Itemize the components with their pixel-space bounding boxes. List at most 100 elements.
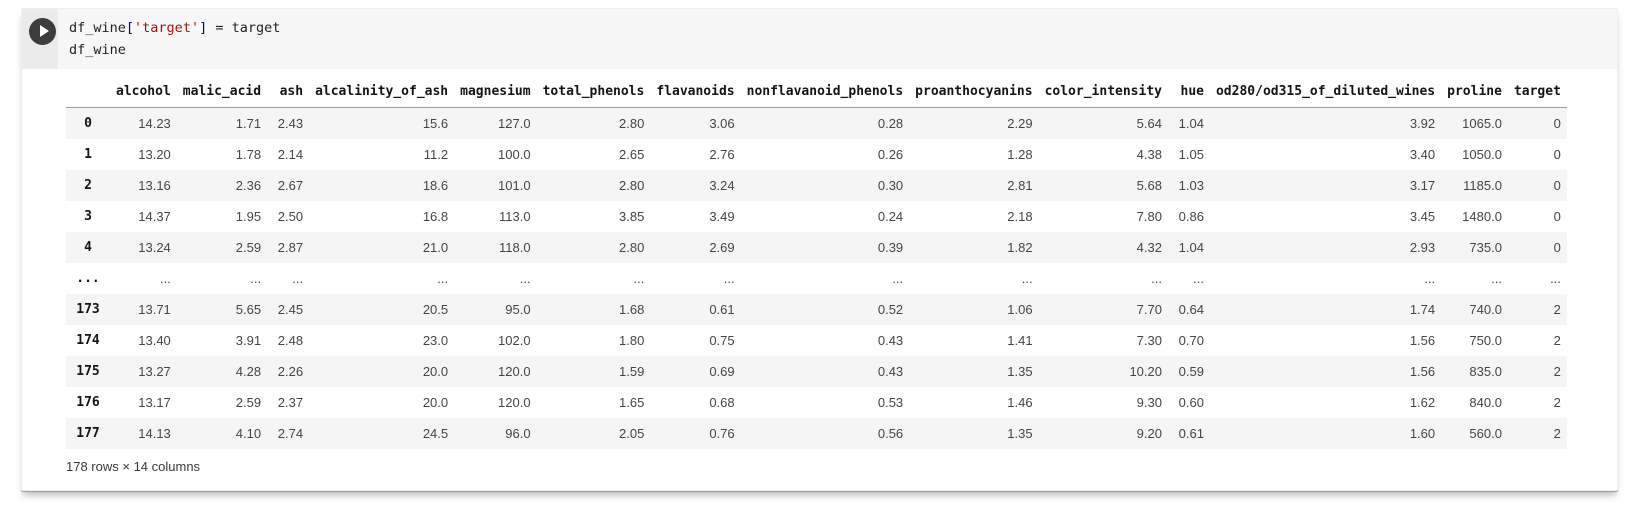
table-cell: 7.80 [1136,209,1162,224]
code-editor[interactable]: df_wine['target'] = target df_wine [58,9,280,69]
table-cell: 1.60 [1409,426,1436,441]
table-cell: 835.0 [1469,364,1502,379]
table-cell: 2.87 [277,240,304,255]
table-cell: ... [519,271,531,286]
table-cell: 1.74 [1409,302,1436,317]
row-index: 2 [84,178,92,193]
table-row: 176 13.17 2.59 2.37 20.0 120.0 1.65 0.68 0.53 1.4… [66,387,1567,418]
table-cell: 2 [1553,364,1561,379]
table-cell: 5.65 [235,302,262,317]
code-line-2: df_wine [69,42,126,58]
table-cell: 1.28 [1007,147,1033,162]
table-cell: 4.10 [235,426,262,441]
table-row: 1 13.20 1.78 2.14 11.2 100.0 2.65 2.76 0.26 1.28 4… [66,139,1567,170]
table-cell: 13.27 [138,364,171,379]
row-index: 177 [76,426,100,441]
table-cell: ... [250,271,262,286]
table-cell: 127.0 [498,116,531,131]
table-cell: 3.85 [619,209,645,224]
table-cell: 1.82 [1007,240,1033,255]
column-header: nonflavanoid_phenols [740,79,910,108]
table-row: 2 13.16 2.36 2.67 18.6 101.0 2.80 3.24 0.30 2.81 5… [66,170,1567,201]
table-cell: 2.43 [277,116,304,131]
table-cell: 0.43 [877,333,904,348]
table-cell: ... [633,271,645,286]
cell-output: alcohol malic_acid ash alcalinity_of_ash mag… [22,69,1617,474]
table-cell: 0.61 [1178,426,1204,441]
column-header: malic_acid [176,79,268,108]
table-cell: 2.59 [235,395,262,410]
row-index: 176 [76,395,100,410]
table-cell: 0.52 [877,302,904,317]
row-index: 174 [76,333,100,348]
dataframe-table: alcohol malic_acid ash alcalinity_of_ash mag… [66,79,1567,449]
column-header: od280/od315_of_diluted_wines [1209,79,1442,108]
table-cell: 120.0 [498,364,531,379]
table-row: 177 14.13 4.10 2.74 24.5 96.0 2.05 0.76 0.56 1.35… [66,418,1567,449]
table-cell: 750.0 [1469,333,1502,348]
row-index: 4 [84,240,92,255]
table-cell: 2.74 [277,426,304,441]
column-header: flavanoids [650,79,741,108]
table-cell: 20.5 [422,302,449,317]
table-cell: 2.80 [619,240,645,255]
table-cell: 10.20 [1129,364,1162,379]
play-icon [40,25,49,37]
table-cell: ... [159,271,171,286]
table-cell: 0 [1553,178,1561,193]
table-cell: 2.45 [277,302,304,317]
table-cell: 1.56 [1409,364,1436,379]
table-cell: 1.68 [619,302,645,317]
table-cell: 0.30 [877,178,904,193]
table-cell: 102.0 [498,333,531,348]
table-cell: 2.59 [235,240,262,255]
table-cell: 1185.0 [1463,178,1502,193]
table-cell: 0 [1553,240,1561,255]
table-cell: 3.40 [1409,147,1436,162]
table-cell: 0.60 [1178,395,1204,410]
table-cell: 2.50 [277,209,304,224]
table-cell: 2 [1553,395,1561,410]
table-cell: 1.62 [1409,395,1436,410]
table-cell: 2.18 [1007,209,1033,224]
table-cell: 95.0 [505,302,531,317]
table-cell: 5.68 [1136,178,1162,193]
table-cell: 0.56 [877,426,904,441]
table-cell: 1.04 [1178,240,1204,255]
table-cell: 2.29 [1007,116,1033,131]
table-cell: 13.17 [138,395,171,410]
table-cell: 5.64 [1136,116,1162,131]
table-row: 0 14.23 1.71 2.43 15.6 127.0 2.80 3.06 0.28 2.29 5… [66,107,1567,139]
table-cell: 13.24 [138,240,171,255]
table-cell: 1.05 [1178,147,1204,162]
table-cell: 0.69 [709,364,735,379]
table-cell: 0.59 [1178,364,1204,379]
code-area: df_wine['target'] = target df_wine [22,9,1617,69]
table-cell: 118.0 [499,240,531,255]
column-header: target [1507,79,1567,108]
table-cell: 0 [1553,116,1561,131]
table-cell: 0.53 [877,395,904,410]
table-cell: 2.80 [619,178,645,193]
table-cell: 4.38 [1136,147,1162,162]
column-header: proline [1441,79,1508,108]
table-cell: 13.71 [138,302,171,317]
table-cell: 0.70 [1178,333,1204,348]
column-header: alcalinity_of_ash [309,79,455,108]
table-cell: 2.81 [1007,178,1033,193]
table-row: 175 13.27 4.28 2.26 20.0 120.0 1.59 0.69 0.43 1.3… [66,356,1567,387]
table-cell: 2 [1553,333,1561,348]
table-cell: 14.37 [138,209,171,224]
table-cell: 0 [1553,209,1561,224]
cell-gutter [22,9,58,69]
table-cell: 3.91 [235,333,262,348]
column-header: alcohol [110,79,177,108]
column-header: magnesium [454,79,537,108]
table-cell: 2.37 [277,395,304,410]
table-cell: 100.0 [498,147,531,162]
table-cell: 21.0 [422,240,449,255]
table-cell: 3.45 [1409,209,1436,224]
run-cell-button[interactable] [29,18,56,45]
table-cell: 7.70 [1136,302,1162,317]
row-index: 173 [76,302,100,317]
